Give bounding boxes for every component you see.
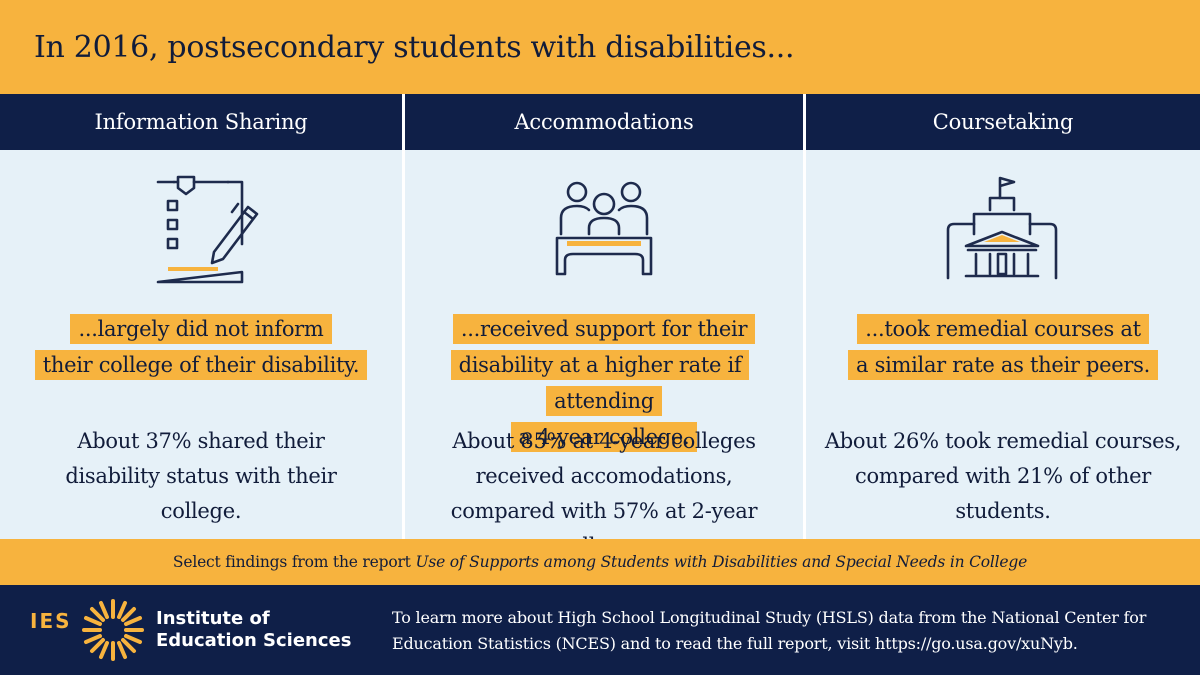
callout-text: ...received support for their disability…	[405, 312, 803, 456]
callout-line: their college of their disability.	[34, 350, 368, 380]
findings-panels: Information Sharing ...largely did not i…	[0, 94, 1200, 558]
panel-divider	[803, 94, 806, 539]
panel-heading: Accommodations	[405, 94, 803, 150]
report-title: Use of Supports among Students with Disa…	[415, 553, 1028, 571]
panel-information-sharing: Information Sharing ...largely did not i…	[0, 94, 402, 539]
callout-line: ...took remedial courses at	[857, 314, 1149, 344]
org-name: Institute of Education Sciences	[156, 608, 351, 652]
panel-accommodations: Accommodations ...received support for t…	[405, 94, 803, 558]
panel-divider	[402, 94, 405, 539]
source-caption: Select findings from the report Use of S…	[0, 539, 1200, 585]
callout-line: a similar rate as their peers.	[848, 350, 1158, 380]
callout-line: disability at a higher rate if attending	[450, 350, 750, 416]
stat-text: About 26% took remedial courses, compare…	[824, 429, 1182, 523]
org-name-line: Institute of	[156, 608, 270, 629]
page-title: In 2016, postsecondary students with dis…	[34, 30, 795, 65]
stat-text: About 37% shared their disability status…	[65, 429, 337, 523]
more-info-text: To learn more about High School Longitud…	[392, 608, 1147, 653]
org-name-line: Education Sciences	[156, 630, 352, 651]
clipboard-checklist-pen-icon	[156, 175, 259, 284]
callout-text: ...largely did not inform their college …	[0, 312, 402, 384]
callout-line: ...largely did not inform	[70, 314, 332, 344]
panel-heading: Coursetaking	[806, 94, 1200, 150]
footer: IES Institute of Education Sciences To l…	[0, 585, 1200, 675]
panel-coursetaking: Coursetaking ...took remedial courses at…	[806, 94, 1200, 539]
callout-line: ...received support for their	[452, 314, 756, 344]
callout-line: a 4-year college.	[510, 422, 698, 452]
ies-logo-text: IES	[30, 609, 72, 633]
source-prefix: Select findings from the report	[172, 553, 416, 571]
people-at-desk-icon	[555, 181, 653, 276]
college-building-icon	[946, 176, 1058, 280]
panel-heading: Information Sharing	[0, 94, 402, 150]
sunburst-logo-icon	[82, 599, 144, 661]
title-bar: In 2016, postsecondary students with dis…	[0, 0, 1200, 94]
callout-text: ...took remedial courses at a similar ra…	[806, 312, 1200, 384]
